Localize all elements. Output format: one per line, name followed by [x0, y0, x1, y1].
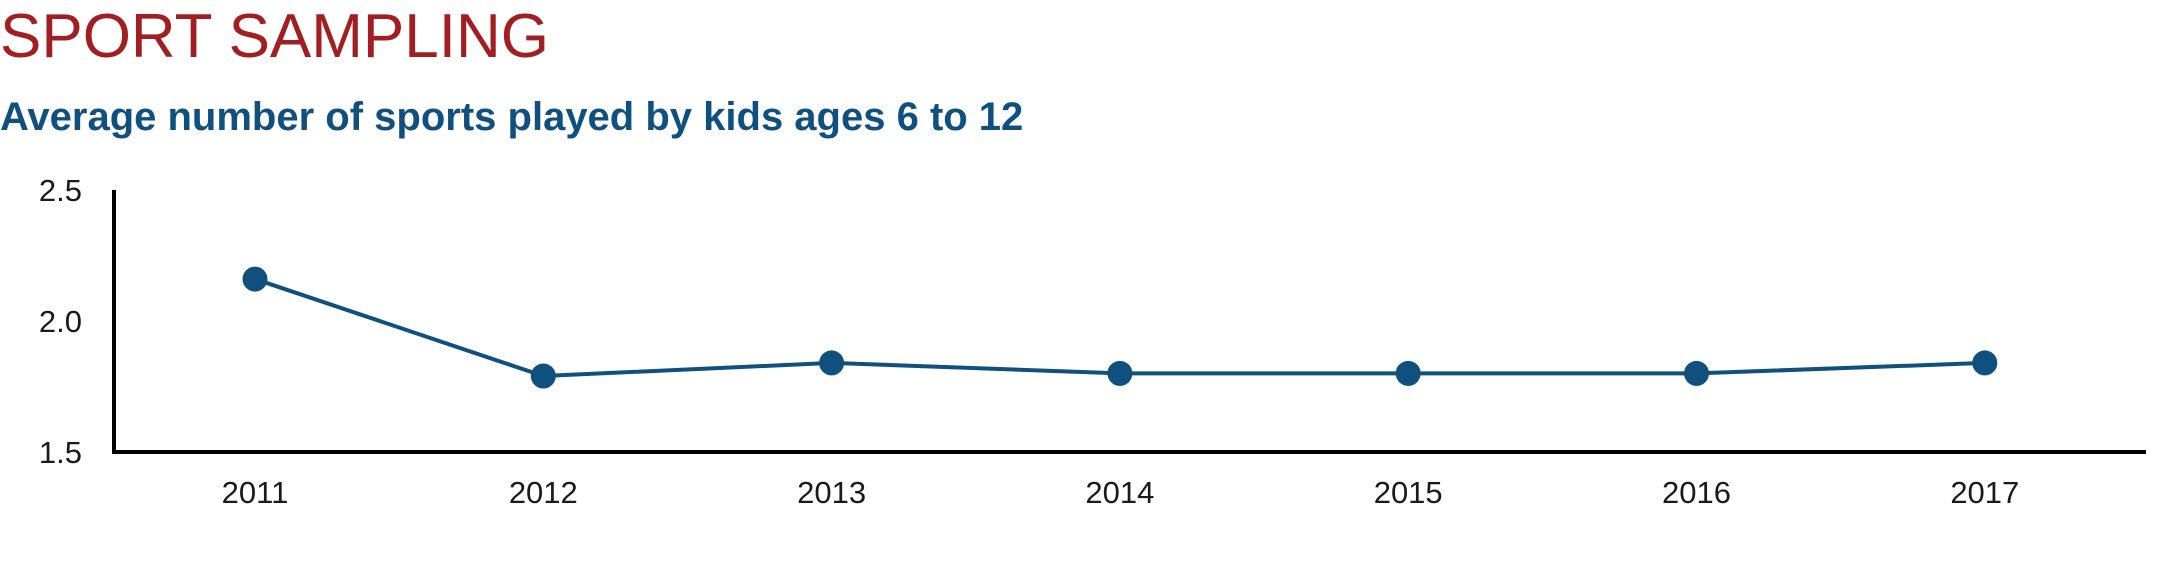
y-tick-label: 2.5 [39, 173, 82, 208]
data-point [819, 350, 845, 376]
data-point [242, 266, 268, 292]
data-point [1684, 360, 1709, 386]
x-tick-label: 2014 [1085, 475, 1154, 510]
x-tick-label: 2016 [1662, 475, 1731, 510]
y-tick-label: 1.5 [39, 435, 82, 470]
x-tick-label: 2011 [222, 475, 289, 510]
x-tick-label: 2012 [509, 475, 578, 510]
data-point [1107, 360, 1133, 386]
chart-subtitle: Average number of sports played by kids … [0, 95, 1024, 139]
series-group [242, 266, 1998, 389]
y-tick-label: 2.0 [39, 304, 82, 339]
data-point [530, 363, 556, 389]
chart-title: SPORT SAMPLING [0, 2, 549, 71]
y-axis-tick-labels: 1.5 2.0 2.5 [39, 173, 82, 470]
x-tick-label: 2015 [1374, 475, 1443, 510]
data-point [1395, 360, 1421, 386]
x-axis-tick-labels: 2011 2012 2013 2014 2015 2016 2017 [222, 475, 2020, 510]
data-point [1972, 350, 1998, 376]
x-tick-label: 2013 [797, 475, 866, 510]
x-tick-label: 2017 [1950, 475, 2019, 510]
